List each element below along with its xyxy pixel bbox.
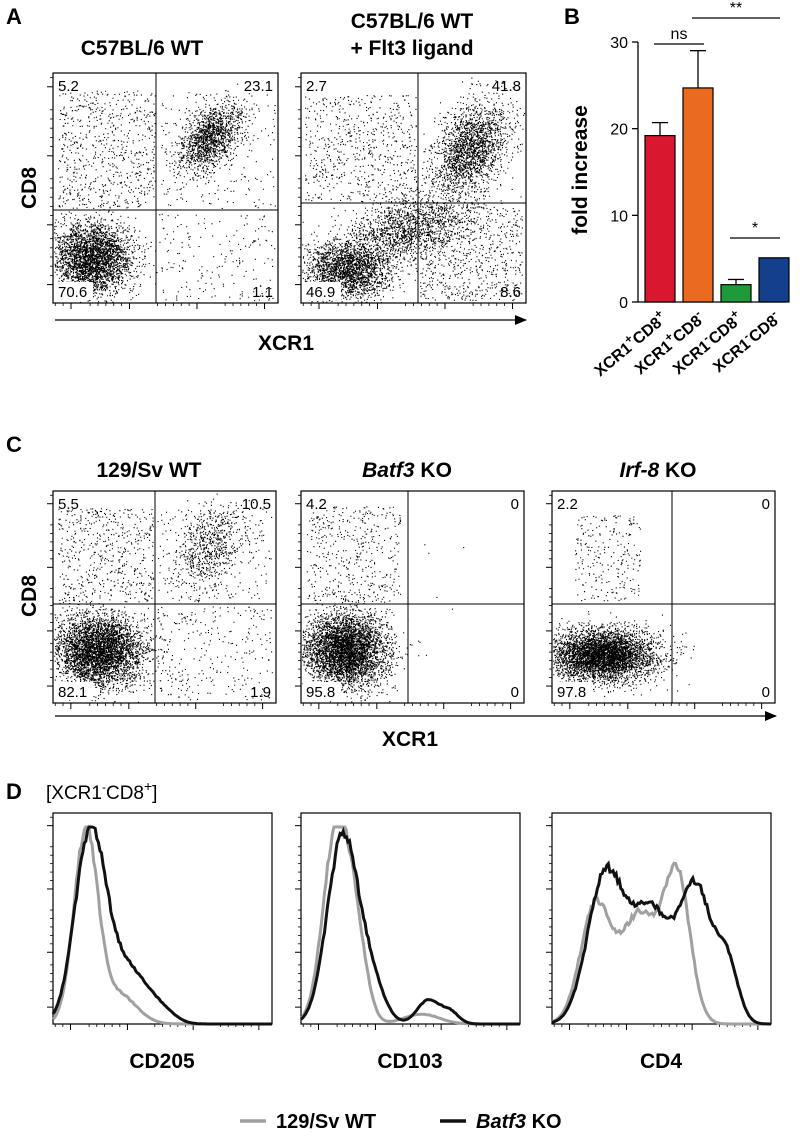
gate-label: [XCR1-CD8+] <box>46 778 157 804</box>
quadrant-ur: 0 <box>762 496 770 513</box>
quadrant-ul: 4.2 <box>306 496 327 513</box>
dot-plot-c3: 2.2 0 97.8 0 <box>546 490 776 709</box>
quadrant-lr: 1.1 <box>252 284 273 301</box>
significance-label: ** <box>730 0 742 17</box>
quadrant-ur: 23.1 <box>244 78 273 95</box>
quadrant-ll: 70.6 <box>58 284 87 301</box>
legend-label-wt: 129/Sv WT <box>276 1111 376 1133</box>
panel-c: C 129/Sv WT Batf3 KO Irf-8 KO 5.5 10.5 8… <box>6 432 777 751</box>
quadrant-ll: 95.8 <box>306 684 335 701</box>
quadrant-ul: 5.5 <box>58 496 79 513</box>
quadrant-ll: 46.9 <box>306 284 335 301</box>
histogram-curve-wt <box>51 825 272 1026</box>
panel-c-ylabel: CD8 <box>18 575 41 617</box>
quadrant-ul: 2.2 <box>557 496 578 513</box>
plot-c2-title: Batf3 KO <box>362 459 452 482</box>
dot-plot-a2: 2.7 41.8 46.9 8.6 <box>295 72 527 309</box>
histogram-curve-batf3 <box>551 860 771 1026</box>
histogram-cd205: CD205 <box>47 812 273 1073</box>
bar-ylabel: fold increase <box>569 105 592 235</box>
quadrant-lr: 0 <box>762 684 770 701</box>
panel-c-xlabel: XCR1 <box>382 728 438 751</box>
plot-c3-title: Irf-8 KO <box>619 459 696 482</box>
panel-a-label: A <box>6 4 22 29</box>
bar <box>682 87 714 303</box>
plot-a2-title-line1: C57BL/6 WT <box>351 10 474 33</box>
histogram-marker: CD4 <box>640 1050 682 1073</box>
panel-b-label: B <box>564 4 580 29</box>
panel-a-xlabel: XCR1 <box>258 332 314 355</box>
quadrant-ul: 5.2 <box>58 78 79 95</box>
plot-c1-title: 129/Sv WT <box>96 459 201 482</box>
bar-ytick-label: 10 <box>610 208 628 225</box>
legend-label-batf3: Batf3 KO <box>476 1111 562 1133</box>
quadrant-ll: 82.1 <box>58 684 87 701</box>
bar <box>758 257 790 303</box>
histogram-curve-batf3 <box>300 826 520 1026</box>
quadrant-lr: 0 <box>511 684 519 701</box>
quadrant-ur: 10.5 <box>242 496 271 513</box>
panel-c-label: C <box>6 432 22 457</box>
dot-plot-c1: 5.5 10.5 82.1 1.9 <box>47 490 277 709</box>
bar <box>644 135 676 303</box>
histogram-curve-wt <box>551 861 771 1026</box>
bar-ytick-label: 20 <box>610 122 628 139</box>
panel-d: D [XCR1-CD8+] CD205 CD103 CD4 129/Sv WT … <box>6 778 772 1133</box>
quadrant-ul: 2.7 <box>306 78 327 95</box>
significance-label: * <box>752 220 758 237</box>
plot-a2-title-line2: + Flt3 ligand <box>350 37 473 60</box>
dot-plot-a1: 5.2 23.1 70.6 1.1 <box>47 72 279 309</box>
plot-a1-title: C57BL/6 WT <box>81 37 204 60</box>
legend: 129/Sv WT Batf3 KO <box>240 1111 562 1133</box>
histogram-curve-batf3 <box>51 825 272 1026</box>
bar <box>720 284 752 303</box>
quadrant-ll: 97.8 <box>557 684 586 701</box>
panel-a: A C57BL/6 WT C57BL/6 WT + Flt3 ligand 5.… <box>6 4 527 355</box>
histogram-marker: CD103 <box>377 1050 442 1073</box>
quadrant-ur: 41.8 <box>492 78 521 95</box>
panel-a-ylabel: CD8 <box>18 167 41 209</box>
dot-plot-c2: 4.2 0 95.8 0 <box>295 490 525 709</box>
bar-ytick-label: 30 <box>610 35 628 52</box>
histogram-marker: CD205 <box>129 1050 195 1073</box>
histogram-cd4: CD4 <box>546 812 772 1073</box>
quadrant-lr: 8.6 <box>500 284 521 301</box>
panel-d-label: D <box>6 779 22 804</box>
quadrant-ur: 0 <box>511 496 519 513</box>
bar-ytick-label: 0 <box>619 295 628 312</box>
histogram-cd103: CD103 <box>295 812 521 1073</box>
significance-label: ns <box>671 26 688 43</box>
quadrant-lr: 1.9 <box>250 684 271 701</box>
